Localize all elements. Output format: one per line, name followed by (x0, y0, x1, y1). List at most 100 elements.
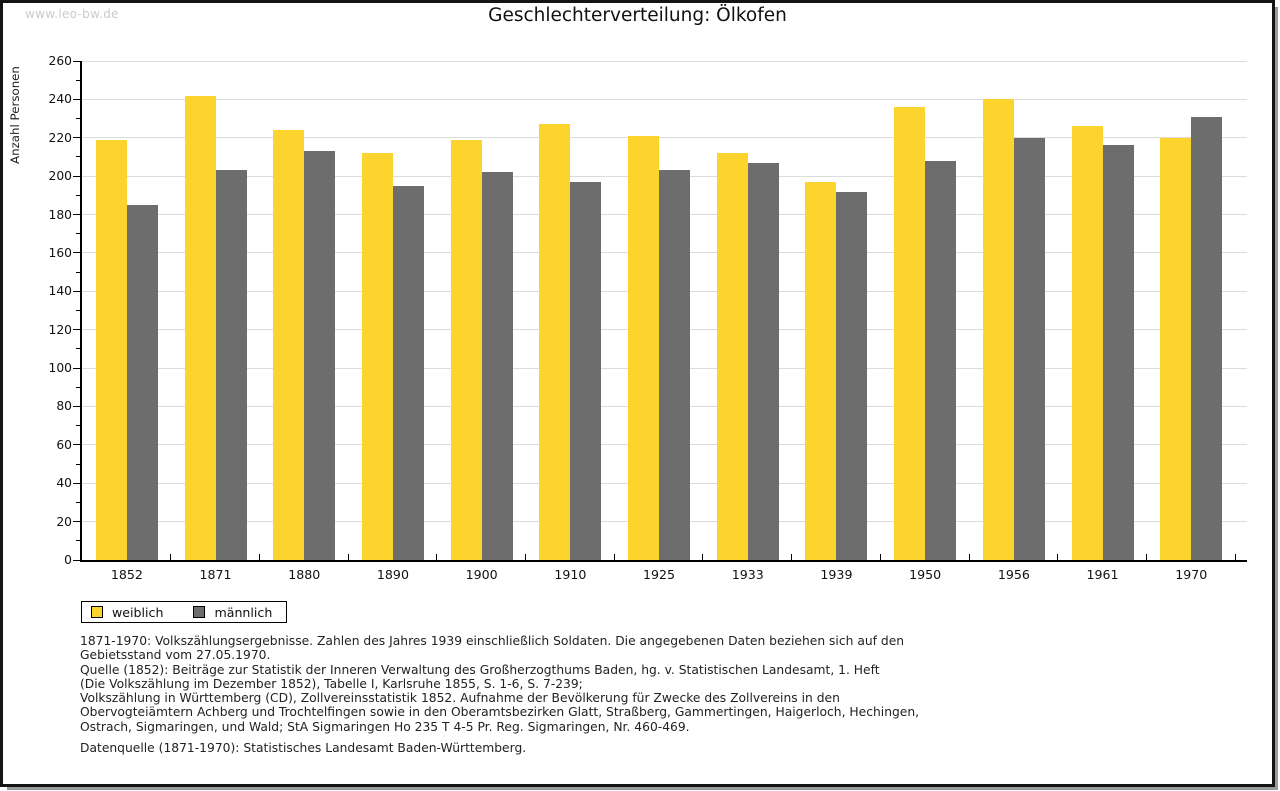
bar-männlich-1950 (925, 160, 957, 560)
bar-weiblich-1956 (982, 99, 1014, 560)
y-axis-tick (73, 444, 80, 446)
x-axis-label: 1900 (465, 567, 498, 582)
x-axis-label: 1970 (1175, 567, 1208, 582)
y-tick-label: 60 (56, 437, 72, 452)
x-axis-label: 1871 (199, 567, 232, 582)
x-axis-label: 1852 (110, 567, 143, 582)
y-axis-tick (76, 79, 80, 81)
y-tick-label: 20 (56, 514, 72, 529)
y-axis-tick (73, 98, 80, 100)
bar-weiblich-1871 (184, 95, 216, 560)
datasource-note: Datenquelle (1871-1970): Statistisches L… (80, 741, 527, 755)
y-axis-tick (76, 156, 80, 158)
y-axis-tick (73, 367, 80, 369)
y-tick-label: 180 (48, 207, 72, 222)
y-axis-tick (73, 175, 80, 177)
x-axis-tick (1057, 554, 1059, 560)
footnotes: 1871-1970: Volkszählungsergebnisse. Zahl… (80, 634, 919, 734)
y-axis-tick (73, 214, 80, 216)
footnote-line: Ostrach, Sigmaringen, und Wald; StA Sigm… (80, 719, 690, 734)
x-axis-label: 1956 (997, 567, 1030, 582)
bar-männlich-1890 (392, 185, 424, 560)
gridline-260 (82, 60, 1247, 62)
x-axis-label: 1925 (643, 567, 676, 582)
x-axis-tick (1145, 554, 1147, 560)
y-axis-tick (73, 405, 80, 407)
bar-männlich-1871 (215, 170, 247, 560)
legend-swatch-weiblich (91, 606, 103, 618)
bar-männlich-1900 (481, 172, 513, 560)
y-axis-tick (73, 252, 80, 254)
bar-weiblich-1925 (628, 135, 660, 560)
y-axis-tick (76, 501, 80, 503)
bar-weiblich-1880 (273, 130, 305, 560)
y-axis-tick (76, 310, 80, 311)
chart-title: Geschlechterverteilung: Ölkofen (488, 5, 787, 26)
bar-weiblich-1950 (894, 107, 926, 560)
bar-weiblich-1939 (805, 181, 837, 560)
y-axis-tick (76, 386, 80, 388)
y-axis-tick (76, 348, 80, 350)
plot-area: 0 20 40 60 80 100 120 140 160 180 200 220 240 260 1852… (49, 54, 1247, 582)
y-axis-tick (76, 118, 80, 120)
y-axis-tick (73, 60, 80, 62)
y-axis-tick (73, 137, 80, 139)
x-axis-label: 1950 (909, 567, 942, 582)
x-axis-tick (1234, 554, 1236, 560)
x-axis-tick (258, 554, 260, 560)
y-tick-label: 0 (64, 553, 72, 567)
y-tick-label: 100 (48, 361, 72, 376)
x-axis-tick (791, 554, 793, 560)
footnote-line: 1871-1970: Volkszählungsergebnisse. Zahl… (80, 634, 905, 648)
y-axis-tick (73, 521, 80, 523)
y-tick-label: 140 (48, 284, 72, 299)
y-tick-label: 120 (48, 322, 72, 337)
y-axis-tick (73, 559, 80, 561)
bar-männlich-1939 (836, 191, 868, 560)
x-axis-tick (702, 554, 704, 560)
footnote-line: (Die Volkszählung im Dezember 1852), Tab… (80, 676, 583, 691)
y-axis-tick (76, 194, 80, 196)
y-axis-tick (76, 463, 80, 465)
x-axis-label: 1910 (554, 567, 587, 582)
legend-item-weiblich: weiblich (91, 605, 163, 620)
bar-weiblich-1890 (361, 153, 393, 560)
x-axis-label: 1880 (288, 567, 321, 582)
y-tick-label: 200 (48, 169, 72, 184)
bar-männlich-1852 (126, 204, 158, 560)
y-tick-label: 260 (48, 54, 72, 68)
bar-weiblich-1961 (1071, 126, 1103, 560)
x-axis-label: 1961 (1086, 567, 1119, 582)
footnote-line: Volkszählung in Württemberg (CD), Zollve… (80, 691, 840, 706)
y-axis-tick (73, 290, 80, 292)
bar-weiblich-1970 (1160, 137, 1192, 560)
y-axis-tick (76, 271, 80, 273)
x-axis-tick (436, 554, 438, 560)
x-axis-label: 1890 (376, 567, 409, 582)
legend-label: männlich (214, 604, 273, 620)
x-axis-tick (170, 554, 172, 560)
y-axis-tick (76, 233, 80, 235)
watermark: www.leo-bw.de (25, 7, 119, 21)
x-axis-label: 1933 (731, 567, 764, 582)
y-axis-title: Anzahl Personen (8, 66, 22, 164)
legend: weiblich männlich (81, 601, 287, 623)
y-tick-label: 40 (56, 476, 72, 491)
y-axis-tick (76, 425, 80, 427)
y-axis-tick (73, 329, 80, 331)
x-axis-label: 1939 (820, 567, 853, 582)
legend-swatch-männlich (193, 606, 206, 618)
bar-männlich-1880 (304, 151, 336, 560)
bar-männlich-1961 (1102, 145, 1134, 560)
bar-weiblich-1900 (450, 139, 482, 560)
footnote-line: Gebietsstand vom 27.05.1970. (80, 648, 271, 663)
bar-männlich-1910 (570, 181, 602, 560)
x-axis-tick (968, 554, 970, 560)
bar-männlich-1925 (659, 170, 691, 560)
y-tick-label: 240 (48, 92, 72, 107)
x-axis-tick (613, 554, 615, 560)
x-axis-tick (525, 554, 526, 560)
x-axis-tick (879, 554, 881, 560)
bar-weiblich-1933 (716, 153, 748, 560)
bar-männlich-1933 (747, 162, 779, 560)
